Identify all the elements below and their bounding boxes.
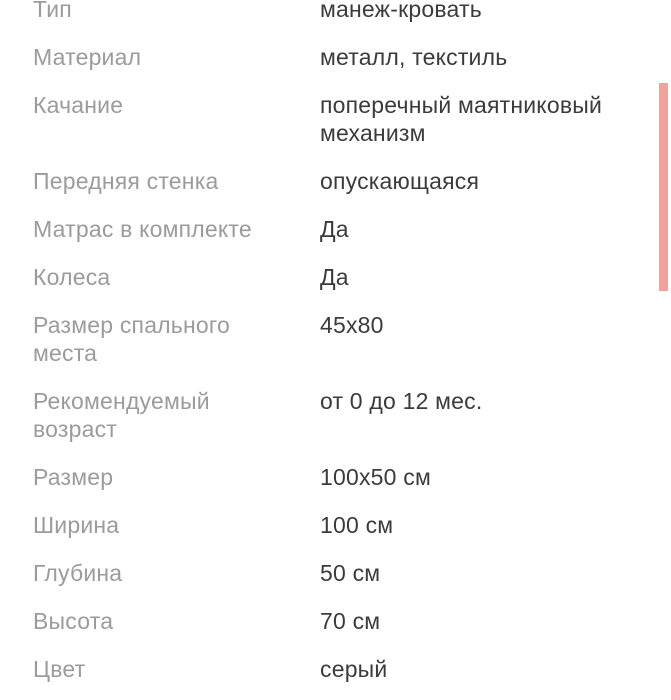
spec-label: Высота [33,608,114,634]
spec-row-type: Тип манеж-кровать [33,0,645,23]
spec-label: Передняя стенка [33,168,219,194]
spec-row-swing: Качание поперечный маятниковый механизм [33,91,645,147]
spec-row-width: Ширина 100 см [33,511,645,539]
spec-value: 100 см [320,512,394,538]
spec-row-color: Цвет серый [33,655,645,683]
spec-value: опускающаяся [320,168,480,194]
spec-row-mattress-included: Матрас в комплекте Да [33,215,645,243]
spec-value: поперечный маятниковый механизм [320,92,603,146]
spec-row-recommended-age: Рекомендуемый возраст от 0 до 12 мес. [33,387,645,443]
spec-label: Матрас в комплекте [33,216,252,242]
spec-row-depth: Глубина 50 см [33,559,645,587]
product-specs-table: Тип манеж-кровать Материал металл, текст… [33,0,645,683]
spec-label: Материал [33,44,142,70]
spec-value: металл, текстиль [320,44,508,70]
spec-row-wheels: Колеса Да [33,263,645,291]
spec-row-front-wall: Передняя стенка опускающаяся [33,167,645,195]
spec-row-height: Высота 70 см [33,607,645,635]
spec-value: 45x80 [320,312,384,338]
spec-label: Тип [33,0,72,22]
spec-value: манеж-кровать [320,0,482,22]
spec-label: Цвет [33,656,86,682]
spec-value: 70 см [320,608,381,634]
spec-row-size: Размер 100x50 см [33,463,645,491]
scrollbar-thumb[interactable] [659,83,668,291]
spec-label: Ширина [33,512,120,538]
spec-label: Глубина [33,560,123,586]
spec-row-material: Материал металл, текстиль [33,43,645,71]
spec-value: 50 см [320,560,381,586]
spec-row-sleeping-area-size: Размер спального места 45x80 [33,311,645,367]
spec-label: Размер [33,464,114,490]
spec-value: от 0 до 12 мес. [320,388,483,414]
spec-value: серый [320,656,388,682]
spec-value: 100x50 см [320,464,431,490]
spec-label: Качание [33,92,124,118]
spec-label: Рекомендуемый возраст [33,388,210,442]
spec-label: Колеса [33,264,111,290]
spec-label: Размер спального места [33,312,230,366]
spec-value: Да [320,264,349,290]
spec-value: Да [320,216,349,242]
